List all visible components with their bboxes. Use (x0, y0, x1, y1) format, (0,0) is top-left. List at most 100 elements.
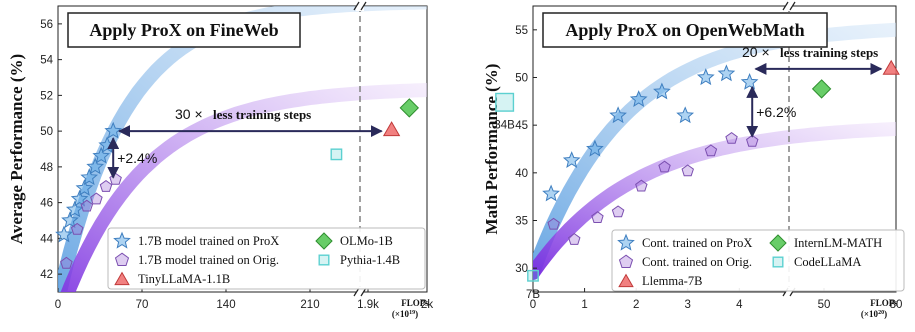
data-point-pentagon (80, 199, 94, 212)
y-axis-label: Math Performance (%) (482, 64, 501, 235)
x-tick-label: 80 (890, 299, 903, 311)
y-tick-label: 54 (40, 55, 53, 67)
y-tick-label: 52 (40, 90, 53, 102)
axis-break-mark (360, 1, 367, 11)
data-point-star (86, 157, 105, 175)
data-point-star (65, 200, 84, 218)
legend-label: TinyLLaMA-1.1B (138, 272, 230, 286)
data-point-star (609, 106, 627, 124)
axis-break-mark (782, 1, 789, 11)
axis-break-gap (356, 287, 364, 297)
data-point-pentagon (681, 164, 694, 177)
data-point-star (717, 64, 736, 82)
y-tick-label: 50 (515, 73, 528, 85)
axis-break-mark (353, 1, 360, 11)
x-tick-label: 0 (55, 299, 61, 311)
flops-exponent-label: (×1019) (392, 309, 418, 319)
y-tick-label: 40 (515, 168, 528, 180)
reference-point-diamond (811, 79, 832, 99)
trend-band-orig (533, 122, 896, 280)
y-tick-label: 55 (515, 25, 528, 37)
flops-exponent-power: 19 (409, 310, 415, 316)
axis-break-mark (789, 1, 796, 11)
y-tick-label: 56 (40, 19, 53, 31)
data-point-pentagon (547, 217, 560, 230)
flops-exponent-close: ) (884, 309, 887, 319)
data-point-star (61, 211, 79, 229)
legend-marker-star (617, 233, 635, 251)
chart-panel-1: 42 44 46 48 50 52 54 56 0 70 140 210 1.9k 2kFLOPs(×10… (7, 1, 433, 319)
legend: Cont. trained on ProX Cont. trained on Or… (611, 229, 905, 292)
data-point-pentagon (90, 192, 103, 205)
data-point-pentagon (746, 134, 759, 147)
reference-point-square (527, 269, 539, 282)
legend-label: 1.7B model trained on Orig. (138, 253, 279, 267)
y-tick-label: 42 (40, 269, 53, 281)
x-tick-label: 70 (136, 299, 149, 311)
legend-marker-pentagon (618, 254, 634, 268)
y-tick-label: 50 (40, 126, 53, 138)
legend-box (107, 227, 426, 290)
data-point-star (696, 68, 715, 86)
chart-title-box (542, 12, 828, 48)
y-tick-label: 44 (40, 233, 53, 245)
legend-label: Pythia-1.4B (340, 253, 400, 267)
speedup-factor-label: 20 × (742, 44, 770, 60)
legend-label: Cont. trained on ProX (642, 236, 752, 250)
gain-label: +2.4% (117, 150, 157, 166)
legend-marker-star (113, 231, 131, 249)
x-tick-label: 2 (633, 299, 639, 311)
x-tick-label: 0 (530, 299, 536, 311)
legend-marker-triangle (618, 273, 634, 288)
legend-marker-diamond (315, 232, 333, 250)
flops-exponent-label: (×1020) (861, 309, 887, 319)
data-point-pentagon (591, 211, 604, 223)
gain-label: +6.2% (756, 104, 796, 120)
chart-title: Apply ProX on OpenWebMath (565, 20, 804, 40)
legend-label: 1.7B model trained on ProX (138, 234, 279, 248)
data-point-star (740, 72, 759, 90)
data-point-star (70, 189, 89, 207)
x-tick-label: 1.9k (357, 299, 379, 311)
flops-exponent-power: 20 (878, 310, 884, 316)
reference-point-label: 7B (526, 289, 540, 301)
y-tick-label: 30 (515, 263, 528, 275)
legend: 1.7B model trained on ProX 1.7B model tra… (107, 227, 426, 290)
legend-marker-triangle (114, 271, 130, 286)
reference-point-square (330, 148, 343, 161)
reference-point-square (495, 92, 515, 112)
legend-box (611, 229, 905, 292)
x-tick-label: 2k (421, 299, 433, 311)
data-point-star (92, 146, 111, 164)
data-point-star (542, 184, 560, 202)
y-tick-label: 48 (40, 162, 53, 174)
speedup-factor-label: 30 × (175, 106, 203, 122)
data-point-pentagon (568, 232, 581, 245)
chart-title: Apply ProX on FineWeb (89, 20, 278, 40)
reference-point-diamond (399, 98, 420, 118)
flops-unit-label: FLOPs (870, 298, 898, 308)
legend-label: OLMo-1B (340, 234, 393, 248)
legend-marker-square (772, 256, 784, 268)
legend-label: InternLM-MATH (794, 236, 882, 250)
x-tick-label: 1 (581, 299, 587, 311)
x-tick-label: 3 (685, 299, 691, 311)
reference-point-triangle (882, 59, 900, 75)
x-tick-label: 50 (818, 299, 831, 311)
plot-frame (57, 5, 428, 293)
reference-point-triangle (382, 121, 401, 137)
data-point-star (629, 90, 648, 107)
data-point-pentagon (725, 131, 738, 144)
x-tick-label: 4 (736, 299, 743, 311)
flops-unit-label: FLOPs (401, 298, 429, 308)
legend-marker-pentagon (114, 252, 130, 266)
data-point-star (586, 139, 604, 157)
legend-label: Cont. trained on Orig. (642, 255, 752, 269)
trend-band-orig (60, 83, 427, 292)
data-point-pentagon (70, 222, 84, 235)
x-tick-label: 140 (216, 299, 235, 311)
legend-marker-diamond (769, 234, 787, 252)
